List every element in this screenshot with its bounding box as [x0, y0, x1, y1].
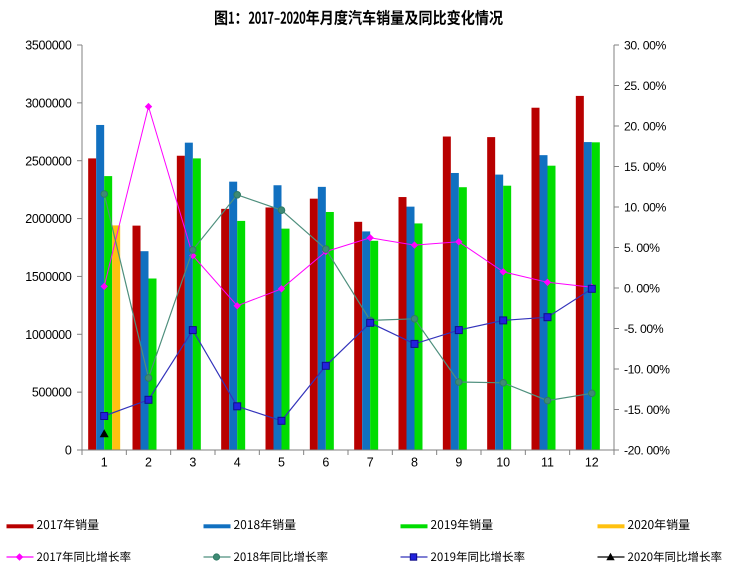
svg-text:3000000: 3000000 — [25, 97, 72, 111]
svg-text:12: 12 — [585, 456, 599, 470]
svg-text:1500000: 1500000 — [25, 270, 72, 284]
svg-text:4: 4 — [234, 456, 241, 470]
svg-text:1: 1 — [101, 456, 108, 470]
svg-text:6: 6 — [322, 456, 329, 470]
svg-text:3: 3 — [189, 456, 196, 470]
svg-text:3500000: 3500000 — [25, 39, 72, 53]
svg-text:20. 00%: 20. 00% — [624, 120, 666, 134]
svg-text:25. 00%: 25. 00% — [624, 79, 666, 93]
svg-text:5: 5 — [278, 456, 285, 470]
svg-text:5. 00%: 5. 00% — [624, 241, 660, 255]
svg-text:1000000: 1000000 — [25, 328, 72, 342]
svg-text:2: 2 — [145, 456, 152, 470]
svg-text:11: 11 — [541, 456, 554, 470]
svg-text:-20. 00%: -20. 00% — [624, 444, 670, 458]
svg-text:0: 0 — [65, 444, 72, 458]
svg-text:2500000: 2500000 — [25, 154, 72, 168]
svg-text:7: 7 — [367, 456, 374, 470]
svg-text:10: 10 — [496, 456, 510, 470]
svg-text:8: 8 — [411, 456, 418, 470]
svg-text:-10. 00%: -10. 00% — [624, 363, 670, 377]
svg-text:500000: 500000 — [32, 386, 72, 400]
svg-text:2000000: 2000000 — [25, 212, 72, 226]
svg-text:9: 9 — [455, 456, 462, 470]
svg-text:15. 00%: 15. 00% — [624, 160, 666, 174]
svg-text:30. 00%: 30. 00% — [624, 39, 666, 53]
svg-text:-5. 00%: -5. 00% — [624, 322, 664, 336]
svg-text:10. 00%: 10. 00% — [624, 201, 666, 215]
svg-text:-15. 00%: -15. 00% — [624, 403, 670, 417]
svg-text:0. 00%: 0. 00% — [624, 282, 660, 296]
